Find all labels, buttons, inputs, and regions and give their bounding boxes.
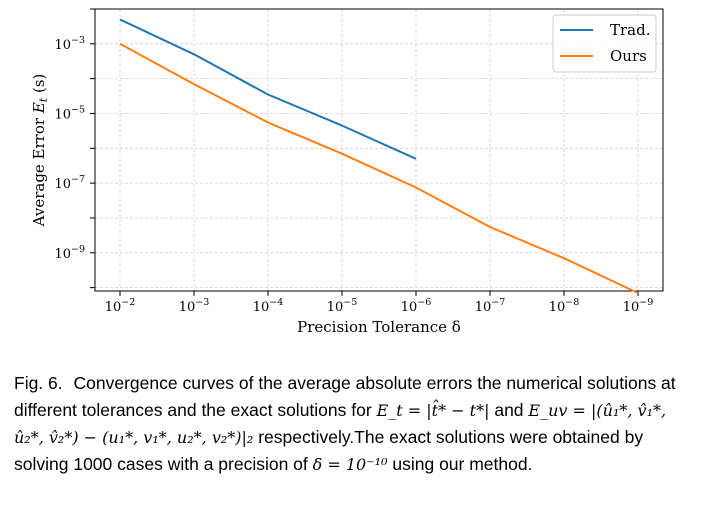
y-axis-title: Average Error Et (s): [30, 74, 50, 228]
x-axis-title: Precision Tolerance δ: [297, 318, 461, 336]
legend-label-ours: Ours: [610, 47, 647, 65]
series-line-ours: [119, 42, 639, 294]
convergence-chart: 10−2 10−3 10−4 10−5 10−6 10−7 10−8 10−9 10−310−…: [30, 8, 664, 336]
x-tick-label: 10−7: [475, 297, 506, 315]
y-tick-label: 10−3: [54, 35, 85, 53]
caption-text-4: using our method.: [392, 454, 533, 474]
caption-text-1: Convergence curves of the average absolu…: [14, 373, 676, 420]
x-tick-label: 10−2: [105, 297, 136, 315]
x-tick-label: 10−6: [401, 297, 432, 315]
caption-delta-formula: δ = 10⁻¹⁰: [312, 455, 388, 474]
caption-et-formula: E_t = |t̂* − t*|: [376, 401, 490, 420]
caption-euv-formula: E_uv = |(û₁*, v̂₁*, û₂*, v̂₂*) − (u₁*, v…: [14, 401, 667, 447]
y-tick-label: 10−7: [54, 174, 85, 192]
legend-label-trad: Trad.: [610, 21, 651, 39]
y-tick-label: 10−9: [54, 244, 85, 262]
plot-frame: [94, 8, 664, 292]
legend: Trad. Ours: [552, 14, 657, 73]
x-tick-label: 10−8: [549, 297, 580, 315]
x-tick-label: 10−4: [253, 297, 284, 315]
x-tick-label: 10−9: [623, 297, 654, 315]
caption-text-3: respectively.The exact solutions were ob…: [14, 427, 644, 474]
x-tick-label: 10−5: [327, 297, 358, 315]
y-tick-label: 10−5: [54, 104, 85, 122]
figure-caption: Fig. 6. Convergence curves of the averag…: [14, 370, 694, 478]
y-axis-ticks: 10−3 10−5 10−7 10−9: [54, 8, 95, 289]
caption-text-2: and: [494, 400, 524, 420]
x-axis-ticks: 10−2 10−3 10−4 10−5 10−6 10−7 10−8 10−9: [105, 291, 654, 315]
series-lines: [119, 18, 639, 294]
x-tick-label: 10−3: [179, 297, 210, 315]
series-line-trad: [119, 18, 417, 160]
caption-label: Fig. 6.: [14, 373, 63, 393]
